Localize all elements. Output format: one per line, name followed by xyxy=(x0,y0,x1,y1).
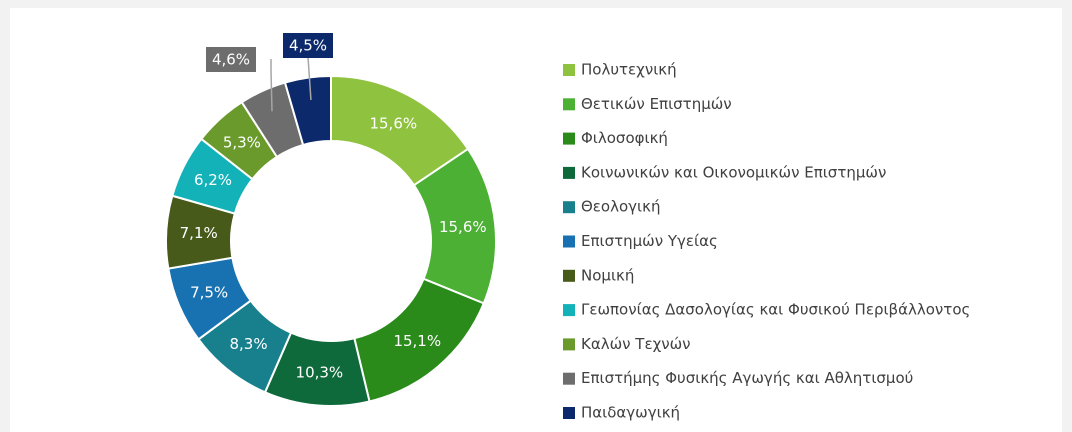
legend-label: Επιστημών Υγείας xyxy=(581,232,718,250)
leader-line xyxy=(270,59,273,112)
legend-label: Φιλοσοφική xyxy=(581,129,668,147)
data-label: 5,3% xyxy=(223,133,261,151)
legend-swatch xyxy=(563,64,575,76)
legend-label: Γεωπονίας Δασολογίας και Φυσικού Περιβάλ… xyxy=(581,301,970,319)
data-label: 7,1% xyxy=(180,224,218,242)
legend-swatch xyxy=(563,338,575,351)
data-label: 15,6% xyxy=(369,115,417,133)
legend-label: Θετικών Επιστημών xyxy=(581,95,732,113)
legend-label: Επιστήμης Φυσικής Αγωγής και Αθλητισμού xyxy=(581,369,913,387)
data-label: 8,3% xyxy=(229,335,267,353)
legend-swatch xyxy=(563,372,575,385)
data-label: 15,1% xyxy=(393,332,441,350)
legend-swatch xyxy=(563,235,575,248)
slice xyxy=(283,74,332,147)
data-label: 6,2% xyxy=(194,171,232,189)
legend-label: Θεολογική xyxy=(581,198,660,216)
data-label: 4,5% xyxy=(289,37,327,55)
legend-label: Κοινωνικών και Οικονομικών Επιστημών xyxy=(581,163,886,181)
legend-label: Καλών Τεχνών xyxy=(581,335,691,353)
label-box xyxy=(283,33,333,58)
legend-swatch xyxy=(563,201,575,214)
legend-swatch xyxy=(563,304,575,317)
legend-swatch xyxy=(563,269,575,282)
data-label: 15,6% xyxy=(439,218,487,236)
legend-swatch xyxy=(563,166,575,179)
data-label: 4,6% xyxy=(212,51,250,69)
data-label: 10,3% xyxy=(296,363,344,381)
legend-label: Νομική xyxy=(581,266,634,284)
legend-swatch xyxy=(563,98,575,111)
legend-label: Παιδαγωγική xyxy=(581,404,680,422)
data-label: 7,5% xyxy=(190,283,228,301)
legend-label: Πολυτεχνική xyxy=(581,61,677,79)
label-box xyxy=(206,47,256,72)
legend-swatch xyxy=(563,407,575,419)
legend-swatch xyxy=(563,132,575,145)
